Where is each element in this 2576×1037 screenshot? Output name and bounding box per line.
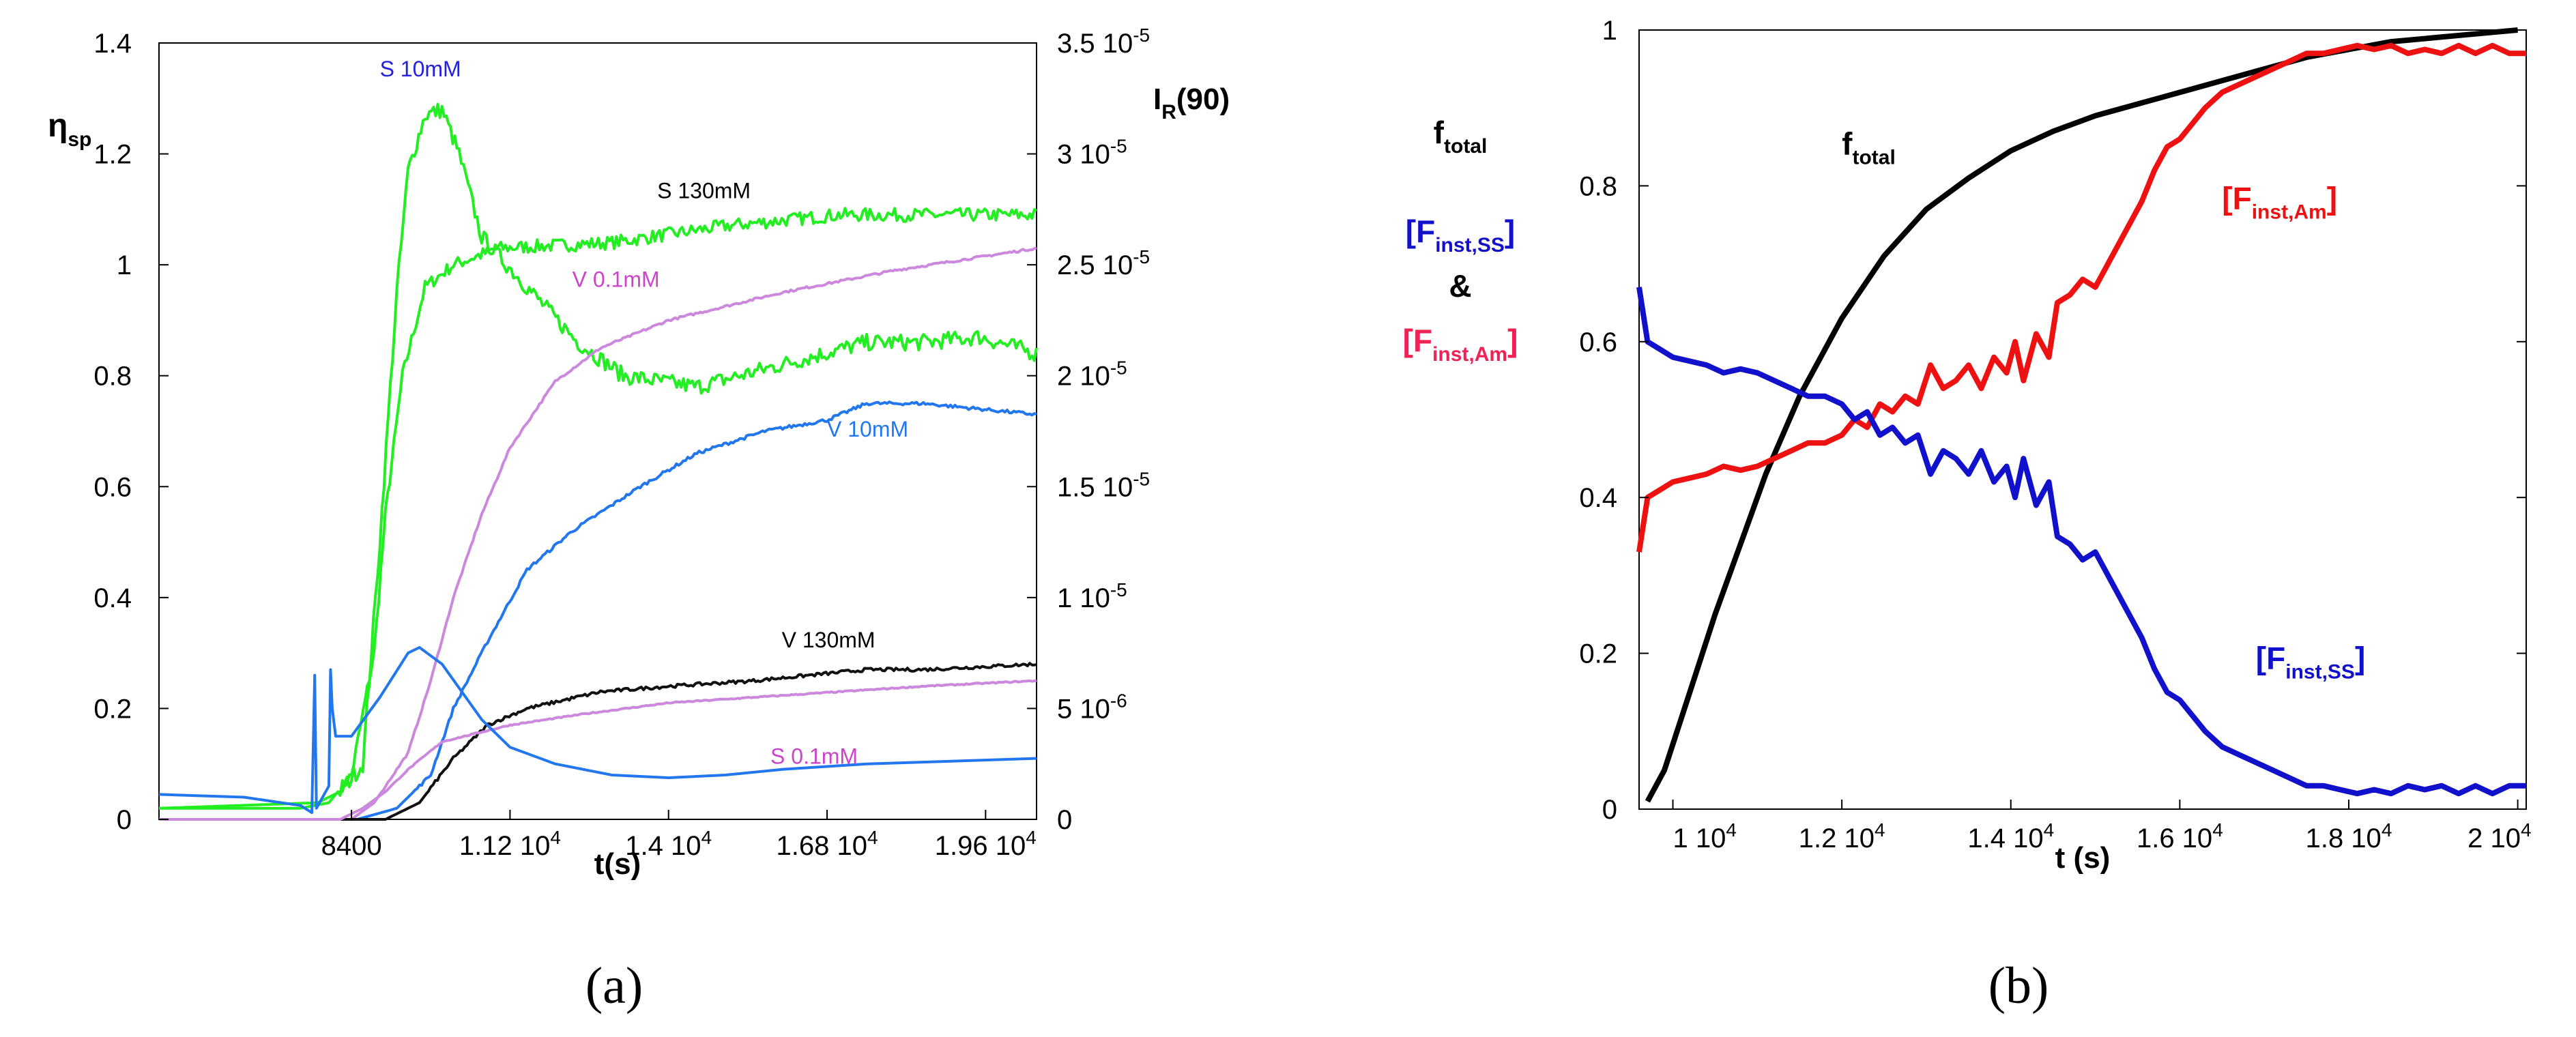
- series-line-a-s-0.1mm: [159, 679, 1037, 821]
- series-label-b: [Finst,SS]: [2256, 640, 2365, 683]
- y-tick-label-b: 0.8: [1579, 171, 1617, 201]
- series-label-a: S 0.1mM: [770, 744, 858, 769]
- y-left-tick-label-a: 0.8: [93, 362, 132, 392]
- legend-item-b: ftotal: [1434, 115, 1488, 158]
- x-axis-title-b: t (s): [2055, 841, 2111, 875]
- series-label-a: S 130mM: [657, 179, 751, 203]
- series-line-a-s-10mm: [158, 102, 1038, 810]
- series-label-b: [Finst,Am]: [2222, 181, 2337, 224]
- y-right-tick-label-a: 3 10-5: [1057, 136, 1127, 170]
- y-tick-label-b: 1: [1602, 16, 1617, 46]
- y-right-title-a: IR(90): [1153, 83, 1230, 123]
- panel-b: 1 104 1.2 104 1.4 104 1.6 104 1.8 104 2 104 0…: [1403, 16, 2532, 1014]
- series-line-b-f-inst-am: [1636, 42, 2526, 553]
- series-line-a-s-130mm: [159, 207, 1037, 810]
- y-left-tick-label-a: 0: [117, 805, 132, 835]
- y-tick-label-b: 0: [1602, 795, 1617, 825]
- x-tick-label-b: 2 104: [2468, 819, 2531, 853]
- y-left-tick-label-a: 0.2: [93, 694, 132, 724]
- series-label-b: ftotal: [1842, 126, 1896, 169]
- y-right-tick-label-a: 2.5 10-5: [1057, 246, 1150, 280]
- y-tick-label-b: 0.4: [1579, 483, 1617, 513]
- plot-area-a: [158, 42, 1037, 820]
- series-label-a: V 10mM: [827, 417, 908, 441]
- x-tick-label-b: 1 104: [1673, 819, 1737, 853]
- x-tick-label-a: 1.12 104: [459, 827, 561, 861]
- x-tick-label-a: 1.68 104: [776, 827, 878, 861]
- y-tick-label-b: 0.2: [1579, 639, 1617, 669]
- legend-item-b: [Finst,Am]: [1403, 323, 1518, 366]
- series-line-a-v-10mm: [356, 400, 1037, 821]
- series-line-b-f-total: [1645, 27, 2518, 803]
- x-tick-label-a: 1.96 104: [935, 827, 1037, 861]
- panel-a: 8400 1.12 104 1.4 104 1.68 104 1.96 104 0 0.2…: [48, 25, 1230, 1014]
- panel-label-b: (b): [1988, 957, 2049, 1014]
- y-right-tick-label-a: 1 10-5: [1057, 579, 1127, 613]
- legend-item-b: &: [1449, 268, 1471, 304]
- y-right-tick-label-a: 2 10-5: [1057, 357, 1127, 392]
- y-left-tick-label-a: 1.4: [93, 29, 132, 59]
- series-label-a: V 130mM: [782, 628, 875, 652]
- y-left-tick-label-a: 1: [117, 250, 132, 280]
- series-line-a-v-0.1mm: [317, 246, 1037, 821]
- x-tick-label-b: 1.6 104: [2137, 819, 2223, 853]
- x-tick-label-b: 1.4 104: [1967, 819, 2054, 853]
- y-right-tick-label-a: 3.5 10-5: [1057, 25, 1150, 59]
- x-tick-label-b: 1.8 104: [2306, 819, 2392, 853]
- series-label-a: V 0.1mM: [573, 267, 660, 292]
- y-left-title-a: ηsp: [48, 108, 91, 151]
- legend-item-b: [Finst,SS]: [1406, 214, 1515, 257]
- x-tick-label-a: 1.4 104: [625, 827, 712, 861]
- series-line-b-f-inst-ss: [1636, 287, 2526, 797]
- y-left-tick-label-a: 1.2: [93, 140, 132, 170]
- panel-label-a: (a): [585, 957, 643, 1014]
- y-left-tick-label-a: 0.6: [93, 472, 132, 502]
- series-line-a-intensity: [158, 646, 1037, 815]
- x-axis-title-a: t(s): [594, 847, 641, 881]
- x-tick-label-a: 8400: [321, 831, 382, 861]
- y-right-tick-label-a: 1.5 10-5: [1057, 468, 1150, 502]
- x-tick-label-b: 1.2 104: [1799, 819, 1885, 853]
- series-label-a: S 10mM: [380, 57, 461, 81]
- y-tick-label-b: 0.6: [1579, 327, 1617, 357]
- plot-area-b: [1638, 29, 2527, 810]
- y-left-tick-label-a: 0.4: [93, 583, 132, 613]
- y-right-tick-label-a: 0: [1057, 805, 1072, 835]
- y-right-tick-label-a: 5 10-6: [1057, 690, 1127, 724]
